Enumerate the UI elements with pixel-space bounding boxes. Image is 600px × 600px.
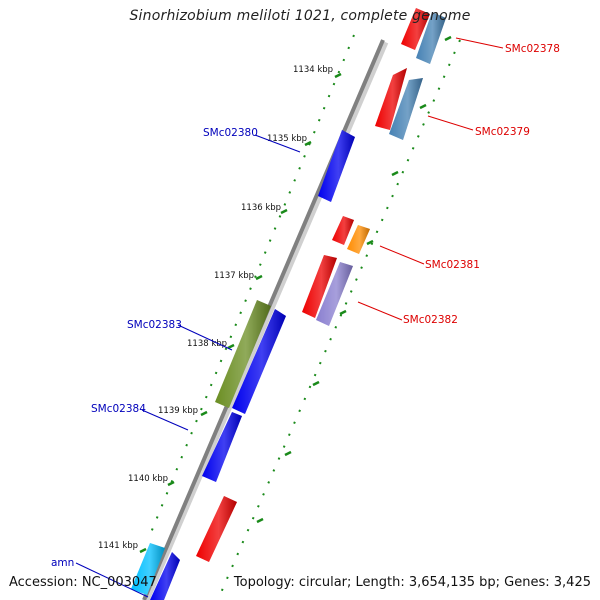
map-title: Sinorhizobium meliloti 1021, complete ge… bbox=[129, 8, 471, 24]
tick-label-1136: 1136 kbp bbox=[241, 203, 281, 213]
gene-label-smc02378[interactable]: SMc02378 bbox=[505, 43, 560, 55]
gene-smc02378-b[interactable] bbox=[416, 12, 446, 64]
label-leaders bbox=[75, 37, 504, 598]
gene-smc02378[interactable] bbox=[401, 8, 430, 50]
gene-smc02381[interactable] bbox=[347, 225, 370, 254]
gene-label-smc02381[interactable]: SMc02381 bbox=[425, 259, 480, 271]
gene-smc02379-red[interactable] bbox=[375, 68, 407, 130]
gene-label-smc02380[interactable]: SMc02380 bbox=[203, 127, 258, 139]
gene-smc02382-red[interactable] bbox=[302, 255, 337, 318]
gene-amn-blue[interactable] bbox=[150, 552, 180, 600]
gene-smc02383-blue[interactable] bbox=[232, 309, 286, 414]
gene-smc02380[interactable] bbox=[318, 130, 355, 202]
tick-label-1139: 1139 kbp bbox=[158, 406, 198, 416]
gene-smc02384[interactable] bbox=[202, 412, 242, 482]
gene-smc02381-red[interactable] bbox=[332, 216, 354, 245]
gene-amn[interactable] bbox=[131, 543, 165, 595]
topology-summary: Topology: circular; Length: 3,654,135 bp… bbox=[233, 575, 591, 590]
gene-label-smc02382[interactable]: SMc02382 bbox=[403, 314, 458, 326]
gene-label-amn[interactable]: amn bbox=[51, 557, 74, 569]
gene-smc02383[interactable] bbox=[215, 300, 271, 408]
tick-label-1140: 1140 kbp bbox=[128, 474, 168, 484]
gene-label-smc02383[interactable]: SMc02383 bbox=[127, 319, 182, 331]
tick-label-1138: 1138 kbp bbox=[187, 339, 227, 349]
gene-label-smc02379[interactable]: SMc02379 bbox=[475, 126, 530, 138]
gene-forward-red-lower[interactable] bbox=[196, 496, 237, 562]
tick-label-1134: 1134 kbp bbox=[293, 65, 333, 75]
tick-label-1135: 1135 kbp bbox=[267, 134, 307, 144]
major-ticks bbox=[139, 35, 452, 554]
gene-smc02382[interactable] bbox=[316, 262, 353, 326]
gene-label-smc02384[interactable]: SMc02384 bbox=[91, 403, 146, 415]
tick-label-1141: 1141 kbp bbox=[98, 541, 138, 551]
tick-label-1137: 1137 kbp bbox=[214, 271, 254, 281]
accession-text: Accession: NC_003047 bbox=[9, 575, 157, 590]
gene-smc02379[interactable] bbox=[389, 78, 423, 140]
